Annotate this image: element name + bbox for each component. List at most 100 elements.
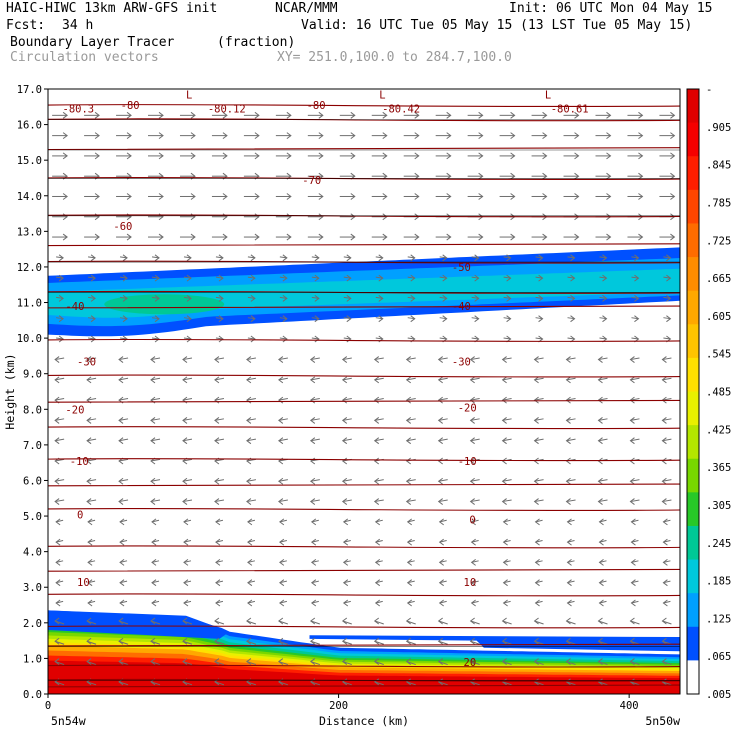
circulation-vector bbox=[214, 377, 225, 381]
vector-arrowhead bbox=[122, 295, 128, 302]
circulation-vector bbox=[118, 438, 129, 442]
vector-arrowhead bbox=[246, 498, 252, 505]
y-tick-label: 12.0 bbox=[17, 262, 42, 274]
y-tick-label: 4.0 bbox=[23, 547, 42, 559]
vector-arrowhead bbox=[150, 477, 156, 485]
vector-arrowhead bbox=[437, 637, 443, 645]
vector-arrowhead bbox=[126, 111, 132, 119]
vector-arrowhead bbox=[341, 437, 348, 445]
circulation-vector bbox=[471, 256, 479, 259]
vector-arrowhead bbox=[437, 477, 443, 485]
circulation-vector bbox=[56, 276, 64, 279]
vector-arrowhead bbox=[502, 599, 508, 607]
vector-arrowhead bbox=[437, 617, 443, 625]
vector-arrowhead bbox=[309, 437, 316, 445]
vector-arrowhead bbox=[374, 538, 381, 546]
vector-arrowhead bbox=[437, 437, 443, 445]
vector-arrowhead bbox=[286, 152, 292, 160]
vector-arrowhead bbox=[438, 599, 444, 607]
vector-arrowhead bbox=[638, 193, 644, 200]
vector-arrowhead bbox=[373, 498, 380, 505]
vector-arrowhead bbox=[538, 254, 544, 262]
cross-section-endpoints: XY= 251.0,100.0 to 284.7,100.0 bbox=[277, 50, 512, 65]
vector-arrowhead bbox=[406, 559, 413, 566]
vector-arrowhead bbox=[442, 254, 448, 262]
circulation-vector bbox=[278, 398, 288, 401]
circulation-vector bbox=[374, 357, 384, 361]
plot-frame bbox=[47, 88, 681, 695]
vector-arrowhead bbox=[183, 559, 189, 566]
vector-arrowhead bbox=[90, 254, 96, 262]
vector-arrowhead bbox=[469, 637, 475, 645]
vector-arrowhead bbox=[565, 477, 571, 485]
circulation-vector bbox=[599, 296, 607, 299]
circulation-vector bbox=[182, 458, 193, 462]
circulation-vector bbox=[150, 438, 161, 442]
vector-arrowhead bbox=[54, 376, 60, 384]
vector-arrowhead bbox=[90, 315, 96, 323]
vector-arrowhead bbox=[310, 559, 317, 566]
vector-arrowhead bbox=[158, 111, 164, 119]
circulation-vector bbox=[215, 276, 224, 279]
vector-arrowhead bbox=[597, 498, 603, 505]
vector-arrowhead bbox=[218, 254, 224, 262]
vector-arrowhead bbox=[506, 254, 512, 262]
vector-arrowhead bbox=[501, 617, 507, 625]
colorbar-label: .665 bbox=[706, 273, 731, 285]
y-tick-label: 7.0 bbox=[23, 440, 42, 452]
circulation-vector bbox=[439, 296, 447, 299]
vector-arrowhead bbox=[186, 335, 192, 343]
vector-arrowhead bbox=[318, 111, 324, 119]
vector-arrowhead bbox=[183, 599, 189, 607]
vector-arrowhead bbox=[382, 213, 388, 221]
circulation-vector bbox=[150, 398, 161, 401]
circulation-vector bbox=[375, 256, 383, 259]
circulation-vector bbox=[375, 276, 383, 279]
vector-arrowhead bbox=[350, 233, 356, 241]
circulation-vector bbox=[279, 317, 287, 320]
vector-arrowhead bbox=[318, 132, 324, 140]
vector-arrowhead bbox=[565, 498, 571, 505]
circulation-vector bbox=[279, 337, 287, 340]
contour-label: -40 bbox=[452, 301, 471, 313]
vector-arrowhead bbox=[374, 599, 381, 607]
colorbar-swatch bbox=[687, 156, 699, 191]
vector-arrowhead bbox=[151, 579, 157, 587]
circulation-vector bbox=[375, 317, 383, 320]
circulation-vector bbox=[502, 357, 512, 361]
vector-arrowhead bbox=[629, 477, 635, 485]
vector-arrowhead bbox=[118, 356, 124, 363]
circulation-vector bbox=[630, 357, 640, 361]
circulation-vector bbox=[599, 256, 607, 259]
contour-label: -30 bbox=[77, 356, 96, 368]
circulation-vector bbox=[246, 377, 256, 381]
y-tick-label: 17.0 bbox=[17, 84, 42, 96]
vector-arrowhead bbox=[570, 295, 576, 302]
vector-arrowhead bbox=[542, 152, 548, 160]
vector-arrowhead bbox=[602, 315, 608, 323]
vector-arrowhead bbox=[118, 658, 124, 665]
vector-arrowhead bbox=[247, 518, 253, 526]
circulation-vector-layer bbox=[52, 111, 676, 686]
vector-arrowhead bbox=[510, 193, 516, 200]
vector-arrowhead bbox=[150, 437, 156, 445]
circulation-vector bbox=[374, 418, 384, 421]
circulation-vector bbox=[310, 438, 320, 442]
circulation-vector bbox=[86, 479, 97, 482]
vector-arrowhead bbox=[247, 579, 253, 587]
circulation-vector bbox=[150, 377, 161, 381]
vector-arrowhead bbox=[254, 132, 260, 140]
contour-label: -80.42 bbox=[382, 104, 420, 116]
vector-arrowhead bbox=[446, 193, 452, 200]
colorbar-swatch bbox=[687, 357, 699, 392]
vector-arrowhead bbox=[278, 376, 284, 384]
tracer-band bbox=[48, 610, 230, 639]
circulation-vector bbox=[215, 337, 224, 340]
vector-arrowhead bbox=[154, 254, 160, 262]
vector-arrowhead bbox=[661, 356, 667, 363]
y-tick-label: 3.0 bbox=[23, 582, 42, 594]
vector-arrowhead bbox=[502, 518, 508, 526]
vector-arrowhead bbox=[309, 658, 316, 665]
vector-arrowhead bbox=[246, 437, 252, 445]
circulation-vector bbox=[631, 337, 639, 340]
